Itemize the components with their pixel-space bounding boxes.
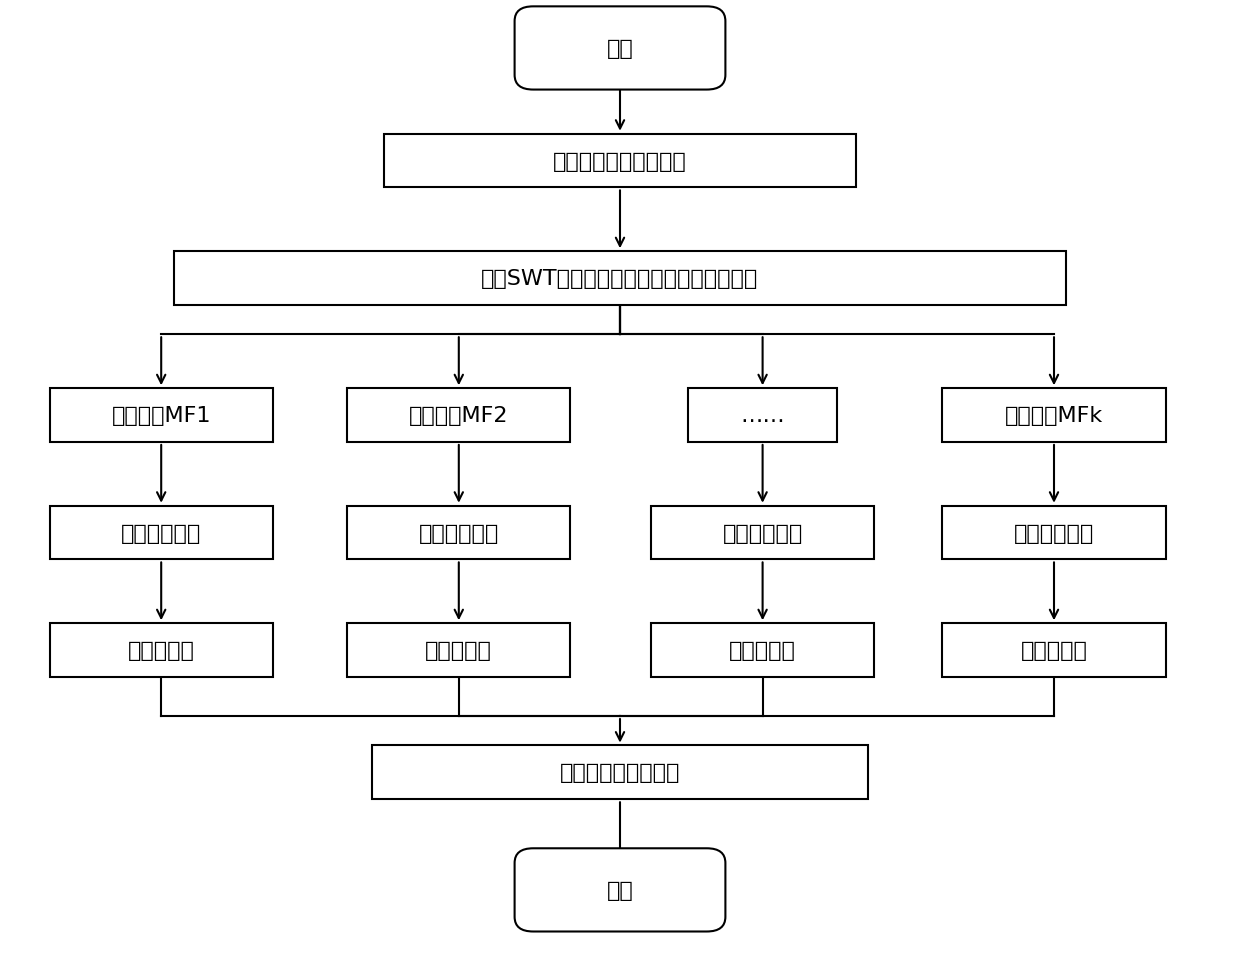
Text: 多模型预测: 多模型预测 <box>128 641 195 660</box>
FancyBboxPatch shape <box>651 624 874 677</box>
Text: 多模型预测: 多模型预测 <box>425 641 492 660</box>
Text: 模态函数MF2: 模态函数MF2 <box>409 406 508 425</box>
Text: 各分量预测结果叠加: 各分量预测结果叠加 <box>559 763 681 782</box>
Text: 多模型预测: 多模型预测 <box>1021 641 1087 660</box>
FancyBboxPatch shape <box>347 388 570 442</box>
Text: 开始: 开始 <box>606 39 634 59</box>
Text: 输入变量选择: 输入变量选择 <box>723 523 802 543</box>
Text: ……: …… <box>740 406 785 425</box>
Text: 采用SWT方法对光伏功率序列进行分解处理: 采用SWT方法对光伏功率序列进行分解处理 <box>481 269 759 289</box>
FancyBboxPatch shape <box>50 507 273 559</box>
FancyBboxPatch shape <box>942 507 1166 559</box>
Text: 输入变量选择: 输入变量选择 <box>419 523 498 543</box>
FancyBboxPatch shape <box>942 388 1166 442</box>
FancyBboxPatch shape <box>174 252 1066 306</box>
FancyBboxPatch shape <box>50 624 273 677</box>
Text: 输入变量选择: 输入变量选择 <box>1014 523 1094 543</box>
FancyBboxPatch shape <box>515 8 725 91</box>
FancyBboxPatch shape <box>515 848 725 931</box>
Text: 输入变量选择: 输入变量选择 <box>122 523 201 543</box>
Text: 多模型预测: 多模型预测 <box>729 641 796 660</box>
Text: 模态函数MF1: 模态函数MF1 <box>112 406 211 425</box>
FancyBboxPatch shape <box>372 746 868 800</box>
Text: 结束: 结束 <box>606 880 634 900</box>
Text: 模态函数MFk: 模态函数MFk <box>1004 406 1104 425</box>
FancyBboxPatch shape <box>651 507 874 559</box>
FancyBboxPatch shape <box>347 507 570 559</box>
FancyBboxPatch shape <box>50 388 273 442</box>
FancyBboxPatch shape <box>688 388 837 442</box>
FancyBboxPatch shape <box>942 624 1166 677</box>
FancyBboxPatch shape <box>347 624 570 677</box>
Text: 获得光伏功率原始数据: 获得光伏功率原始数据 <box>553 152 687 171</box>
FancyBboxPatch shape <box>384 135 856 189</box>
